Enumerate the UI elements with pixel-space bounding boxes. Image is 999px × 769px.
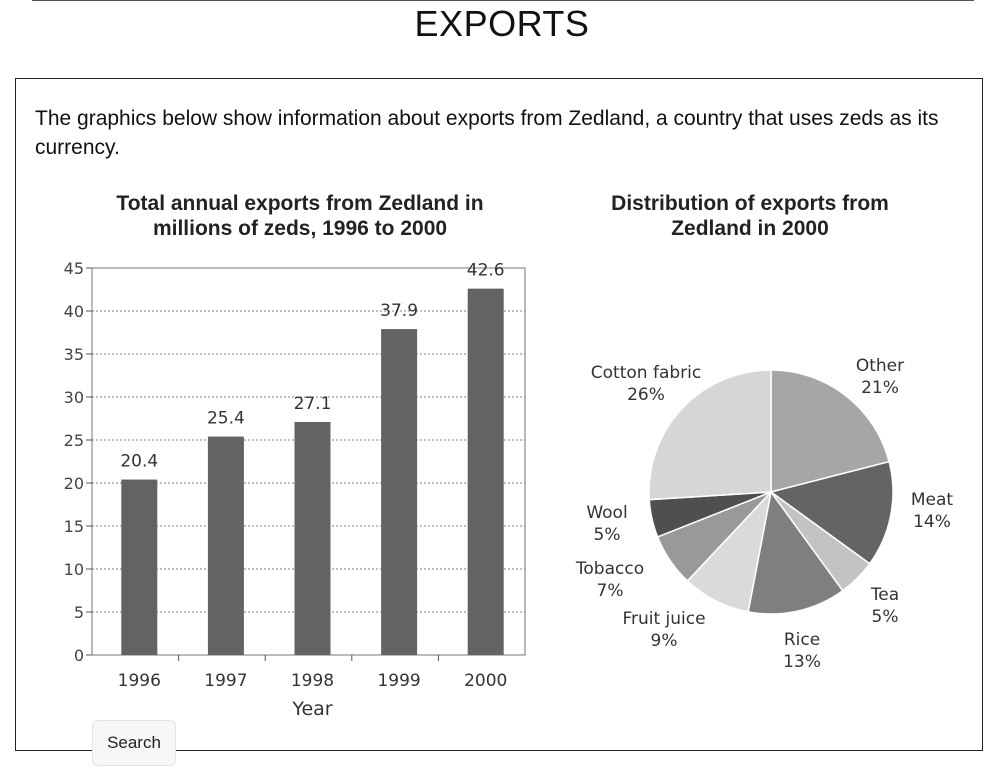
bar-data-label: 20.4: [120, 452, 158, 472]
y-tick-label: 0: [74, 646, 84, 665]
pie-slice-label: Meat: [911, 490, 954, 510]
intro-text: The graphics below show information abou…: [35, 107, 939, 159]
y-tick-label: 30: [64, 388, 84, 407]
bar: [294, 421, 331, 655]
pie-slice-label: Cotton fabric: [591, 363, 701, 383]
y-tick-label: 5: [74, 603, 84, 622]
pie-slice-label: Wool: [586, 503, 627, 523]
pie-slice-label: Fruit juice: [622, 609, 705, 629]
bar-data-label: 27.1: [294, 394, 332, 414]
y-tick-label: 20: [64, 474, 84, 493]
pie-slice-percent: 5%: [594, 525, 621, 545]
top-rule: [32, 0, 974, 1]
pie-slice-label: Rice: [784, 630, 820, 650]
bar: [381, 329, 418, 655]
bar-data-label: 37.9: [380, 301, 418, 321]
bar-data-label: 25.4: [207, 409, 245, 429]
bar: [207, 436, 244, 655]
y-tick-label: 35: [64, 345, 84, 364]
pie-slice: [770, 369, 891, 493]
y-tick-label: 15: [64, 517, 84, 536]
bar-data-label: 42.6: [467, 261, 505, 281]
pie-slice-percent: 21%: [861, 378, 899, 398]
bar-chart-title: Total annual exports from Zedland in mil…: [116, 192, 484, 240]
x-tick-label: 2000: [464, 671, 507, 691]
page-title: EXPORTS: [414, 3, 590, 44]
pie-slice-percent: 26%: [627, 385, 665, 405]
x-tick-label: 1997: [204, 671, 247, 691]
y-tick-label: 25: [64, 431, 84, 450]
search-button[interactable]: Search: [92, 720, 176, 766]
pie-slice-percent: 9%: [651, 631, 678, 651]
pie-slice-label: Tobacco: [575, 559, 644, 579]
content-frame: [15, 78, 983, 751]
y-tick-label: 45: [64, 259, 84, 278]
pie-slice-percent: 5%: [872, 607, 899, 627]
pie-slice-label: Other: [856, 356, 904, 376]
pie-slice: [769, 460, 894, 565]
pie-slice: [747, 490, 844, 615]
x-tick-label: 1996: [118, 671, 161, 691]
y-tick-label: 40: [64, 302, 84, 321]
bar: [121, 479, 158, 655]
x-tick-label: 1998: [291, 671, 334, 691]
y-tick-label: 10: [64, 560, 84, 579]
pie-slice-percent: 13%: [783, 652, 821, 672]
bar: [467, 288, 504, 655]
pie-slice-percent: 14%: [913, 512, 951, 532]
pie-slice-label: Tea: [870, 585, 899, 605]
pie-slice-percent: 7%: [597, 581, 624, 601]
x-tick-label: 1999: [377, 671, 420, 691]
pie-chart-title: Distribution of exports from Zedland in …: [611, 192, 889, 240]
x-axis-label: Year: [291, 698, 332, 720]
pie-slice: [648, 369, 772, 501]
